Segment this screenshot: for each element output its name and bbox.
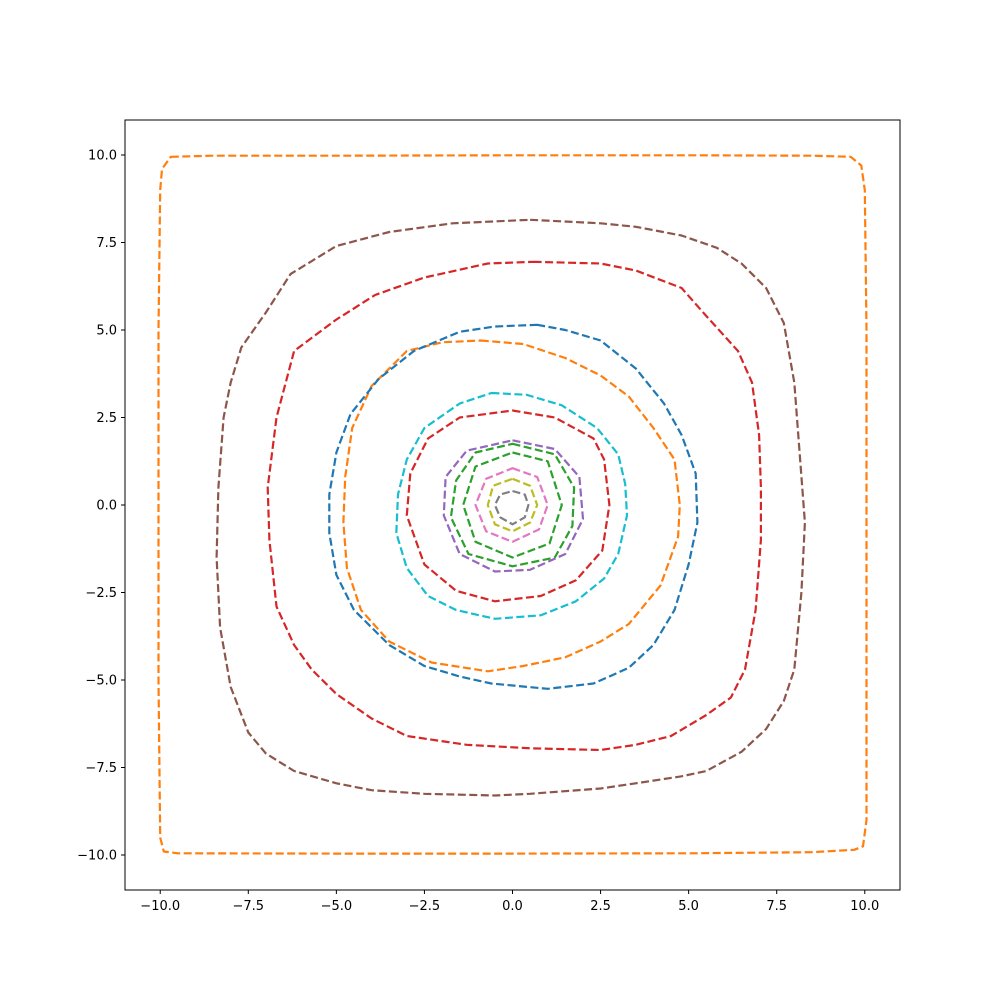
series-line-6 xyxy=(442,439,585,573)
series-line-12 xyxy=(215,218,807,797)
series-line-2 xyxy=(486,477,539,533)
y-tick-label: 0.0 xyxy=(96,499,117,514)
series-line-7 xyxy=(405,409,611,603)
series-line-13 xyxy=(157,154,868,855)
x-tick-label: −10.0 xyxy=(140,899,180,914)
y-tick-label: 10.0 xyxy=(88,149,117,164)
series-line-11 xyxy=(266,260,763,752)
y-tick-label: 5.0 xyxy=(96,324,117,339)
x-tick-label: −5.0 xyxy=(321,899,353,914)
y-axis: 10.0 7.5 5.0 2.5 0.0 −2.5 −5.0 −7.5 −10.0 xyxy=(77,149,125,864)
series-layer xyxy=(157,154,868,855)
series-line-1 xyxy=(493,489,530,526)
y-tick-label: −7.5 xyxy=(85,761,117,776)
x-tick-label: 2.5 xyxy=(590,899,611,914)
series-line-5 xyxy=(449,442,576,568)
x-tick-label: 7.5 xyxy=(766,899,787,914)
x-axis: −10.0 −7.5 −5.0 −2.5 0.0 2.5 5.0 7.5 10.0 xyxy=(140,890,879,914)
series-line-8 xyxy=(395,391,629,620)
series-line-10 xyxy=(328,323,699,690)
series-line-4 xyxy=(462,451,563,559)
y-tick-label: −5.0 xyxy=(85,674,117,689)
series-line-9 xyxy=(342,339,681,673)
series-line-3 xyxy=(474,467,549,543)
y-tick-label: 7.5 xyxy=(96,236,117,251)
x-tick-label: −7.5 xyxy=(233,899,265,914)
x-tick-label: −2.5 xyxy=(409,899,441,914)
x-tick-label: 10.0 xyxy=(850,899,879,914)
x-tick-label: 0.0 xyxy=(502,899,523,914)
x-tick-label: 5.0 xyxy=(678,899,699,914)
y-tick-label: 2.5 xyxy=(96,411,117,426)
y-tick-label: −2.5 xyxy=(85,586,117,601)
y-tick-label: −10.0 xyxy=(77,849,117,864)
